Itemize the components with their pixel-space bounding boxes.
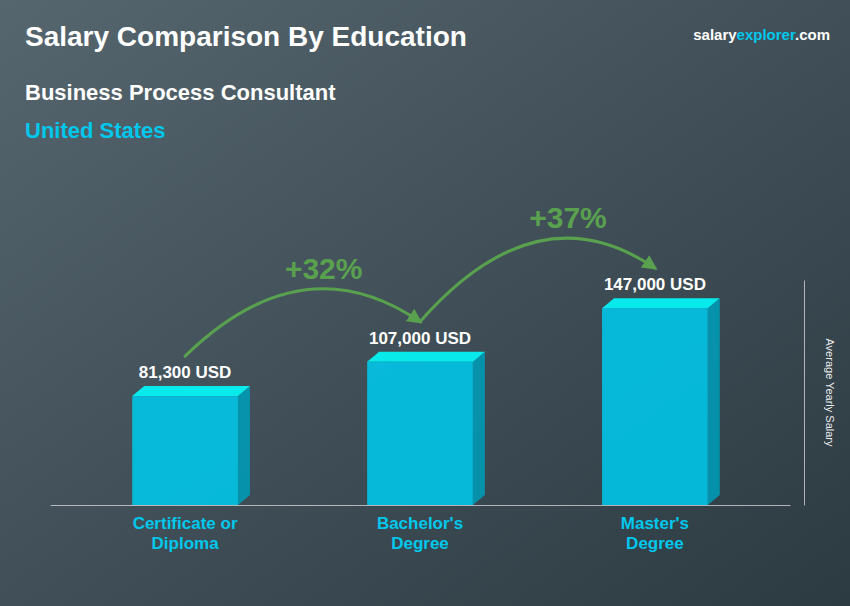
- category-label: Certificate orDiploma: [133, 514, 238, 553]
- category-label-line: Bachelor's: [377, 514, 463, 533]
- value-label: 107,000 USD: [369, 329, 471, 348]
- category-label-line: Certificate or: [133, 514, 238, 533]
- bar-side: [708, 298, 720, 505]
- bar: [602, 308, 708, 505]
- growth-label: +37%: [529, 201, 607, 234]
- bar-side: [238, 386, 250, 505]
- bar-group: [367, 352, 485, 505]
- x-tick: Certificate orDiploma: [133, 505, 238, 553]
- growth-label: +32%: [285, 252, 363, 285]
- category-label: Bachelor'sDegree: [377, 514, 463, 553]
- category-label-line: Diploma: [152, 534, 220, 553]
- background: [0, 0, 850, 606]
- y-axis: [804, 281, 805, 506]
- location: United States: [25, 118, 166, 143]
- bar-group: [132, 386, 250, 505]
- plot-area: [132, 298, 720, 505]
- bar-group: [602, 298, 720, 505]
- value-label: 81,300 USD: [139, 363, 232, 382]
- bar-top: [367, 352, 485, 362]
- website-part: .com: [795, 26, 830, 43]
- bar-top: [132, 386, 250, 396]
- x-tick: Master'sDegree: [621, 505, 689, 553]
- category-label-line: Degree: [626, 534, 684, 553]
- category-label: Master'sDegree: [621, 514, 689, 553]
- title: Salary Comparison By Education: [25, 21, 467, 52]
- category-label-line: Degree: [391, 534, 449, 553]
- bar-side: [473, 352, 485, 505]
- growth-arrow: [185, 289, 420, 356]
- category-label-line: Master's: [621, 514, 689, 533]
- bar: [367, 362, 473, 505]
- website-part: explorer: [737, 26, 796, 43]
- growth-arrow: [420, 238, 655, 322]
- value-label: 147,000 USD: [604, 275, 706, 294]
- subtitle: Business Process Consultant: [25, 80, 336, 105]
- chart: 81,300 USD 107,000 USD 147,000 USD +32% +37%…: [0, 0, 850, 606]
- bar: [132, 396, 238, 505]
- x-axis-line: [51, 505, 791, 506]
- y-axis-title: Average Yearly Salary: [824, 338, 836, 447]
- x-tick: Bachelor'sDegree: [377, 505, 463, 553]
- bar-top: [602, 298, 720, 308]
- y-axis-line: [804, 281, 805, 506]
- website-part: salary: [693, 26, 737, 43]
- website: salaryexplorer.com: [693, 26, 830, 43]
- x-axis: Certificate orDiplomaBachelor'sDegreeMas…: [51, 505, 791, 553]
